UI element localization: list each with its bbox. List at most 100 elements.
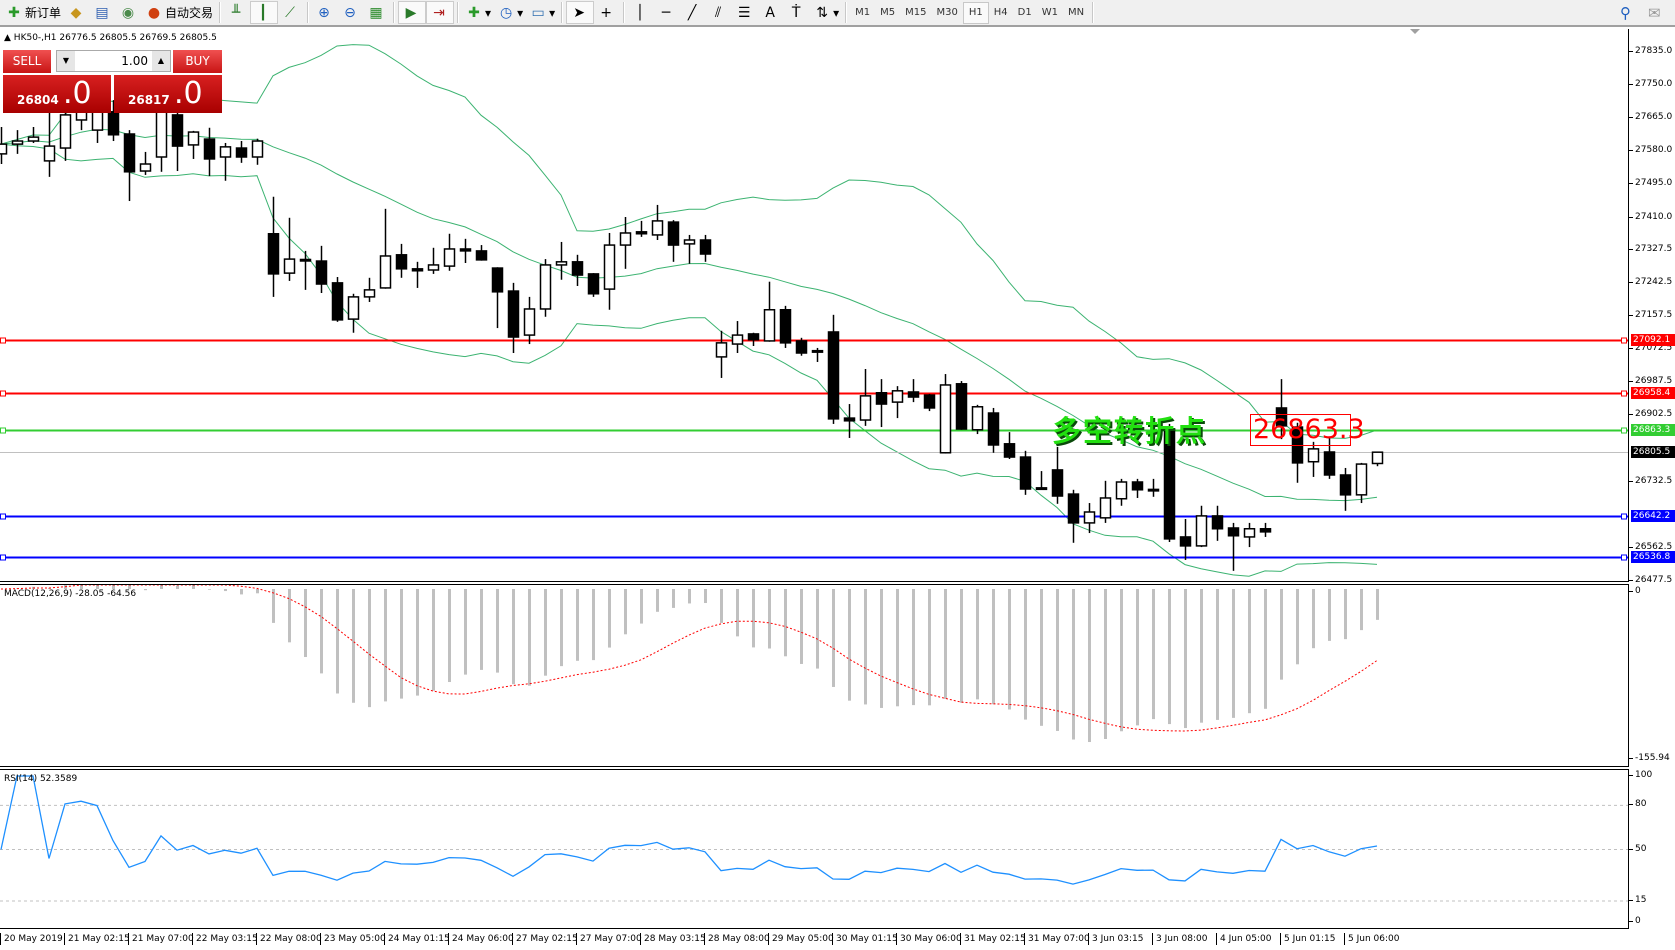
price-label[interactable]: 26863.3	[1250, 414, 1365, 446]
trendline-button[interactable]: ╱	[680, 1, 706, 24]
annotation-text[interactable]: 多空转折点	[1052, 414, 1208, 448]
bull-candle-body	[1083, 511, 1096, 524]
signals-button[interactable]: ◉	[116, 1, 142, 24]
time-axis-label: 20 May 2019	[0, 933, 63, 945]
bear-candle-body	[491, 267, 504, 293]
horizontal-line-button[interactable]: ─	[654, 1, 680, 24]
macd-bar	[1072, 589, 1075, 740]
candle	[795, 337, 808, 356]
zoom-out-button[interactable]: ⊖	[338, 1, 364, 24]
sell-price-fraction: .0	[63, 76, 92, 111]
macd-panel[interactable]: MACD(12,26,9) -28.05 -64.56	[0, 584, 1629, 767]
macd-bar	[1216, 589, 1219, 720]
rsi-panel[interactable]: RSI(14) 52.3589	[0, 769, 1629, 929]
time-axis[interactable]: 20 May 2019 21 May 02:15 21 May 07:00 22 Ma…	[0, 929, 1629, 950]
period-m1[interactable]: M1	[855, 7, 871, 18]
candle	[651, 204, 664, 240]
dropdown-arrow-icon: ▾	[833, 5, 840, 20]
tile-windows-button[interactable]: ▦	[364, 1, 390, 24]
search-icon[interactable]: ⚲	[1620, 4, 1631, 22]
sell-price-box[interactable]: 26804 .0	[3, 75, 111, 113]
fibonacci-button[interactable]: ☰	[732, 1, 758, 24]
macd-bar	[752, 589, 755, 648]
bull-candle-body	[715, 342, 728, 358]
buy-button[interactable]: BUY	[173, 50, 222, 73]
macd-bar	[1184, 589, 1187, 729]
candle	[1243, 522, 1256, 548]
macd-bar	[560, 589, 563, 667]
channel-button[interactable]: ⫽	[706, 1, 732, 24]
price-axis[interactable]: 27835.0 27750.0 27665.0 27580.0 27495.0 27410…	[1628, 29, 1675, 585]
bull-candle-body	[1371, 451, 1384, 465]
macd-bar	[768, 589, 771, 649]
bear-candle-body	[571, 261, 584, 276]
lot-decrease-button[interactable]: ▼	[57, 51, 75, 71]
vertical-line-button[interactable]: │	[628, 1, 654, 24]
bull-candle-body	[27, 136, 40, 142]
period-w1[interactable]: W1	[1041, 7, 1058, 18]
candle	[139, 151, 152, 175]
rsi-chart	[0, 775, 1628, 902]
bear-candle-body	[987, 412, 1000, 446]
macd-bar	[912, 589, 915, 706]
bar-chart-button[interactable]: ╨	[224, 1, 250, 24]
period-d1[interactable]: D1	[1017, 7, 1032, 18]
zoom-in-button[interactable]: ⊕	[312, 1, 338, 24]
candle	[1195, 505, 1208, 548]
chart-shift-button[interactable]: ⇥	[426, 1, 455, 24]
rsi-axis-label: 100	[1628, 770, 1653, 780]
text-button[interactable]: A	[758, 1, 784, 24]
bollinger-lower	[0, 143, 1378, 577]
candlestick-button[interactable]: ┃	[250, 1, 279, 24]
cursor-button[interactable]: ➤	[566, 1, 595, 24]
candle	[171, 107, 184, 172]
crosshair-button[interactable]: +	[594, 1, 620, 24]
line-chart-button[interactable]: ⟋	[278, 1, 304, 24]
crosshair-icon: +	[600, 4, 612, 21]
period-h4[interactable]: H4	[993, 7, 1008, 18]
auto-scroll-button[interactable]: ▶	[398, 1, 427, 24]
terminal-button[interactable]: ▤	[90, 1, 116, 24]
macd-bar	[832, 589, 835, 687]
lot-increase-button[interactable]: ▲	[152, 51, 170, 71]
bull-candle-body	[299, 258, 312, 262]
period-mn[interactable]: MN	[1067, 7, 1085, 18]
bull-candle-body	[683, 239, 696, 245]
period-m5[interactable]: M5	[880, 7, 896, 18]
main-chart-panel[interactable]: ▲ HK50-,H1 26776.5 26805.5 26769.5 26805…	[0, 29, 1629, 582]
period-h1[interactable]: H1	[962, 1, 989, 24]
arrows-button[interactable]: ⇅ ▾	[810, 1, 842, 24]
candle	[1323, 436, 1336, 479]
period-m15[interactable]: M15	[905, 7, 927, 18]
new-order-button[interactable]: ✚ 新订单	[2, 1, 64, 24]
macd-bar	[688, 589, 691, 604]
text-label-button[interactable]: Ṫ	[784, 1, 810, 24]
macd-bar	[1296, 589, 1299, 665]
sell-button[interactable]: SELL	[3, 50, 51, 73]
bull-candle-body	[763, 309, 776, 342]
bear-candle-body	[459, 248, 472, 252]
price-axis-label: 26477.5	[1628, 575, 1673, 585]
clock-icon: ◷	[499, 4, 513, 21]
macd-bar	[848, 589, 851, 701]
indicators-button[interactable]: ✚ ▾	[462, 1, 494, 24]
candle	[1051, 446, 1064, 504]
candle	[779, 305, 792, 348]
candle	[395, 243, 408, 278]
candle	[43, 109, 56, 177]
candle	[187, 130, 200, 159]
auto-trading-button[interactable]: ● 自动交易	[142, 1, 216, 24]
period-m30[interactable]: M30	[936, 7, 958, 18]
lot-input[interactable]	[75, 52, 152, 70]
bear-candle-body	[107, 111, 120, 136]
time-axis-label: 22 May 03:15	[192, 933, 258, 945]
buy-price-box[interactable]: 26817 .0	[114, 75, 222, 113]
line-handle	[0, 554, 6, 561]
chat-icon[interactable]: ✉	[1648, 4, 1661, 22]
candle	[347, 293, 360, 333]
periods-button[interactable]: ◷ ▾	[494, 1, 526, 24]
time-axis-label: 22 May 08:00	[256, 933, 322, 945]
bear-candle-body	[1339, 474, 1352, 496]
templates-button[interactable]: ▭ ▾	[526, 1, 558, 24]
history-button[interactable]: ◆	[64, 1, 90, 24]
